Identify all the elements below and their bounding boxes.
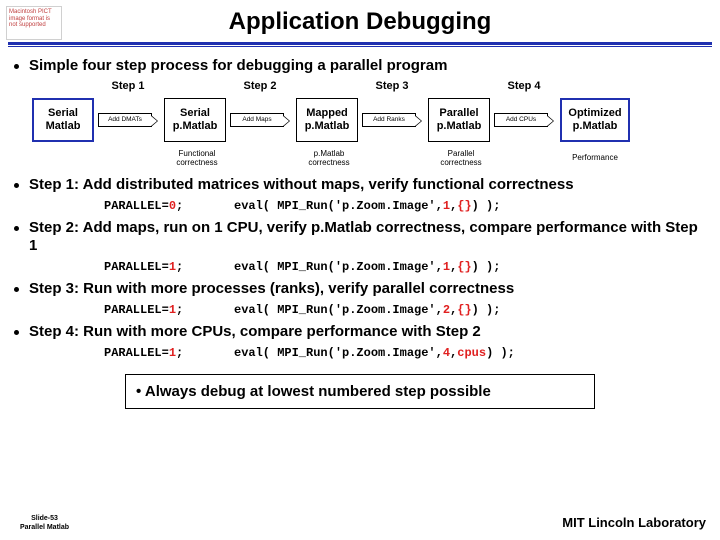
step-label-3: Step 3 — [362, 80, 422, 92]
flow-box-serial-matlab: SerialMatlab — [32, 98, 94, 142]
title-rule-major — [8, 42, 712, 45]
bullet-step1: Step 1: Add distributed matrices without… — [14, 176, 706, 195]
flow-box-optimized-pmatlab: Optimizedp.Matlab — [560, 98, 630, 142]
slide-number: Slide-53 — [20, 515, 69, 523]
bullet-text: Step 2: Add maps, run on 1 CPU, verify p… — [29, 219, 706, 257]
bullet-intro: Simple four step process for debugging a… — [14, 57, 706, 76]
bullet-text: Step 3: Run with more processes (ranks),… — [29, 280, 514, 299]
bullet-text: Step 1: Add distributed matrices without… — [29, 176, 574, 195]
code-right: eval( MPI_Run('p.Zoom.Image',4,cpus) ); — [234, 346, 515, 360]
code-step3: PARALLEL=1; eval( MPI_Run('p.Zoom.Image'… — [104, 303, 706, 317]
arrow-add-ranks: Add Ranks — [362, 113, 416, 127]
flow-diagram: Step 1 Step 2 Step 3 Step 4 SerialMatlab… — [32, 80, 706, 176]
code-step4: PARALLEL=1; eval( MPI_Run('p.Zoom.Image'… — [104, 346, 706, 360]
step-label-1: Step 1 — [98, 80, 158, 92]
bullet-step3: Step 3: Run with more processes (ranks),… — [14, 280, 706, 299]
bullet-dot — [14, 64, 19, 69]
callout-box: • Always debug at lowest numbered step p… — [125, 374, 595, 409]
callout-text: Always debug at lowest numbered step pos… — [145, 383, 491, 400]
bullet-dot — [14, 287, 19, 292]
slide-title: Application Debugging — [0, 0, 720, 36]
code-step1: PARALLEL=0; eval( MPI_Run('p.Zoom.Image'… — [104, 199, 706, 213]
caption-pmatlab: p.Matlabcorrectness — [294, 150, 364, 168]
caption-performance: Performance — [558, 154, 632, 163]
code-right: eval( MPI_Run('p.Zoom.Image',1,{}) ); — [234, 199, 500, 213]
bullet-dot — [14, 330, 19, 335]
bullet-dot — [14, 226, 19, 231]
step-label-2: Step 2 — [230, 80, 290, 92]
flow-box-mapped-pmatlab: Mappedp.Matlab — [296, 98, 358, 142]
arrow-add-dmats: Add DMATs — [98, 113, 152, 127]
arrow-label: Add CPUs — [506, 116, 536, 123]
caption-functional: Functionalcorrectness — [162, 150, 232, 168]
footer-right: MIT Lincoln Laboratory — [562, 515, 706, 530]
arrow-label: Add Maps — [242, 116, 271, 123]
arrow-add-maps: Add Maps — [230, 113, 284, 127]
code-right: eval( MPI_Run('p.Zoom.Image',2,{}) ); — [234, 303, 500, 317]
bullet-text: Simple four step process for debugging a… — [29, 57, 447, 76]
code-right: eval( MPI_Run('p.Zoom.Image',1,{}) ); — [234, 260, 500, 274]
code-left: PARALLEL=1; — [104, 346, 234, 360]
arrow-label: Add Ranks — [373, 116, 405, 123]
step-label-4: Step 4 — [494, 80, 554, 92]
bullet-step2: Step 2: Add maps, run on 1 CPU, verify p… — [14, 219, 706, 257]
slide-topic: Parallel Matlab — [20, 524, 69, 532]
flow-box-parallel-pmatlab: Parallelp.Matlab — [428, 98, 490, 142]
bullet-step4: Step 4: Run with more CPUs, compare perf… — [14, 323, 706, 342]
code-left: PARALLEL=1; — [104, 303, 234, 317]
code-left: PARALLEL=0; — [104, 199, 234, 213]
flow-box-serial-pmatlab: Serialp.Matlab — [164, 98, 226, 142]
arrow-label: Add DMATs — [108, 116, 142, 123]
footer-left: Slide-53 Parallel Matlab — [20, 515, 69, 532]
caption-parallel: Parallelcorrectness — [426, 150, 496, 168]
code-left: PARALLEL=1; — [104, 260, 234, 274]
arrow-add-cpus: Add CPUs — [494, 113, 548, 127]
bullet-dot — [14, 183, 19, 188]
title-rule-minor — [8, 46, 712, 47]
bullet-text: Step 4: Run with more CPUs, compare perf… — [29, 323, 481, 342]
pict-placeholder: Macintosh PICT image format is not suppo… — [6, 6, 62, 40]
code-step2: PARALLEL=1; eval( MPI_Run('p.Zoom.Image'… — [104, 260, 706, 274]
